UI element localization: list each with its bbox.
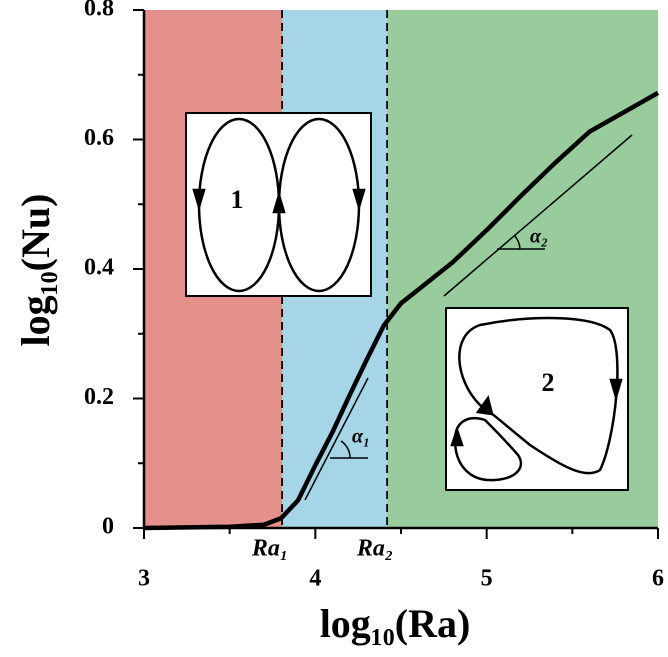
y-tick-label: 0.6 [84,125,114,151]
angle-arc [513,234,521,250]
angle-label: α₂ [530,226,548,248]
inset-1 [185,112,372,297]
y-axis-label: log₁₀(Nu) [13,194,58,347]
cell-loop [458,316,619,475]
threshold-label: Ra₂ [356,536,393,562]
angle-label: α₁ [352,426,370,448]
y-tick-label: 0.2 [84,384,114,410]
marks [143,10,660,531]
threshold-label: Ra₁ [251,536,288,562]
cell-loop [453,416,523,482]
y-tick-label: 0.4 [84,255,114,281]
y-tick-label: 0 [102,514,114,540]
arrow [272,190,286,214]
inset-frame [445,307,629,491]
arrow [192,188,206,212]
data-line [143,90,660,531]
angle-arc [340,440,351,459]
x-tick-label: 3 [138,566,150,592]
inset-2 [445,307,629,491]
x-tick-label: 6 [652,566,664,592]
arrow [352,188,366,212]
slope-line [304,377,369,501]
x-axis-label: log₁₀(Ra) [320,601,471,646]
x-tick-label: 5 [481,566,493,592]
arrow [609,378,623,402]
regime-label: 1 [231,185,244,214]
x-tick-label: 4 [309,566,321,592]
arrow [450,426,464,447]
slope-guides [304,134,633,501]
arrow [475,395,494,416]
regime-label: 2 [542,368,555,397]
slope-line [443,134,633,297]
y-tick-label: 0.8 [84,0,114,22]
